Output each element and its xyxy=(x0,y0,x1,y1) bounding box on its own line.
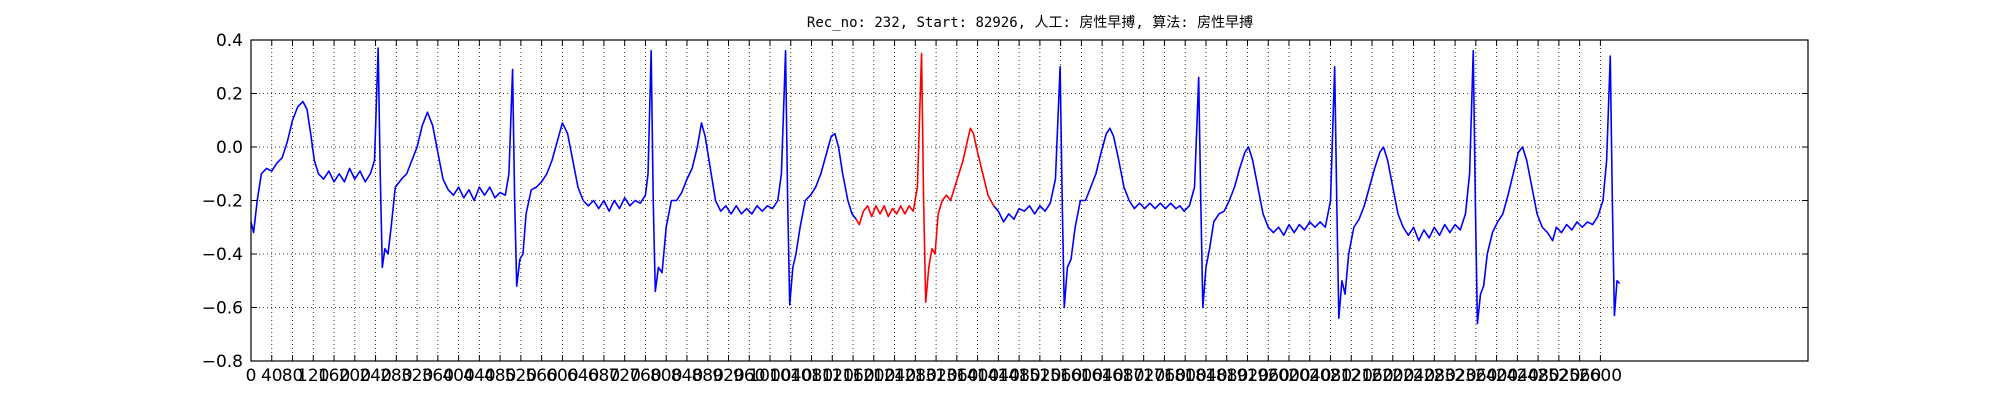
x-tick-label: 40 xyxy=(261,366,283,386)
ecg-line xyxy=(993,49,1621,325)
x-tick-label: 1960 xyxy=(1247,366,1290,386)
plot-frame xyxy=(250,39,1809,362)
x-tick-label: 1520 xyxy=(1018,366,1061,386)
x-tick-label: 440 xyxy=(463,366,495,386)
x-tick-label: 1840 xyxy=(1184,366,1227,386)
x-tick-label: 1320 xyxy=(914,366,957,386)
x-tick-label: 480 xyxy=(484,366,516,386)
x-tick-label: 1240 xyxy=(873,366,916,386)
x-tick-label: 800 xyxy=(650,366,682,386)
y-tick-label: −0.4 xyxy=(202,245,243,265)
x-tick-label: 1440 xyxy=(977,366,1020,386)
x-tick-label: 80 xyxy=(282,366,304,386)
x-tick-label: 2360 xyxy=(1454,366,1497,386)
x-tick-label: 360 xyxy=(422,366,454,386)
ecg-line xyxy=(855,52,995,303)
x-tick-label: 520 xyxy=(505,366,537,386)
x-tick-label: 2200 xyxy=(1371,366,1414,386)
x-tick-label: 760 xyxy=(629,366,661,386)
x-tick-label: 840 xyxy=(671,366,703,386)
x-tick-label: 1920 xyxy=(1226,366,1269,386)
y-tick-label: 0.4 xyxy=(216,31,243,51)
x-tick-label: 680 xyxy=(588,366,620,386)
x-tick-label: 1480 xyxy=(997,366,1040,386)
x-tick-label: 1120 xyxy=(811,366,854,386)
ecg-line xyxy=(250,47,857,306)
x-tick-label: 2160 xyxy=(1350,366,1393,386)
x-tick-label: 1160 xyxy=(831,366,874,386)
x-tick-label: 1080 xyxy=(790,366,833,386)
x-tick-label: 2080 xyxy=(1309,366,1352,386)
x-tick-label: 1800 xyxy=(1164,366,1207,386)
x-tick-label: 2440 xyxy=(1496,366,1539,386)
x-tick-label: 280 xyxy=(380,366,412,386)
y-tick-label: −0.8 xyxy=(202,352,243,372)
x-tick-label: 1200 xyxy=(852,366,895,386)
x-tick-label: 1880 xyxy=(1205,366,1248,386)
x-tick-label: 640 xyxy=(567,366,599,386)
plot-lines xyxy=(250,47,1621,325)
x-tick-label: 1640 xyxy=(1081,366,1124,386)
x-tick-label: 1560 xyxy=(1039,366,1082,386)
x-tick-label: 560 xyxy=(525,366,557,386)
chart-title: Rec_no: 232, Start: 82926, 人工: 房性早搏, 算法:… xyxy=(807,14,1253,31)
y-tick-label: 0.0 xyxy=(216,138,243,158)
x-tick-label: 1000 xyxy=(748,366,791,386)
y-tick-label: 0.2 xyxy=(216,85,243,105)
x-tick-label: 1040 xyxy=(769,366,812,386)
x-tick-label: 2480 xyxy=(1516,366,1559,386)
x-tick-label: 2520 xyxy=(1537,366,1580,386)
x-tick-label: 400 xyxy=(442,366,474,386)
x-tick-label: 2320 xyxy=(1433,366,1476,386)
x-tick-label: 1680 xyxy=(1101,366,1144,386)
x-tick-label: 1720 xyxy=(1122,366,1165,386)
x-tick-label: 2600 xyxy=(1579,366,1622,386)
x-tick-label: 1760 xyxy=(1143,366,1186,386)
x-tick-label: 1400 xyxy=(956,366,999,386)
x-tick-label: 600 xyxy=(546,366,578,386)
x-tick-label: 320 xyxy=(401,366,433,386)
x-tick-label: 200 xyxy=(339,366,371,386)
x-tick-label: 1280 xyxy=(894,366,937,386)
x-tick-label: 2040 xyxy=(1288,366,1331,386)
x-tick-label: 880 xyxy=(691,366,723,386)
x-tick-label: 120 xyxy=(297,366,329,386)
x-tick-label: 1600 xyxy=(1060,366,1103,386)
x-tick-label: 2240 xyxy=(1392,366,1435,386)
y-tick-label: −0.2 xyxy=(202,192,243,212)
x-tick-label: 2280 xyxy=(1413,366,1456,386)
x-tick-label: 2560 xyxy=(1558,366,1601,386)
x-tick-label: 1360 xyxy=(935,366,978,386)
y-tick-label: −0.6 xyxy=(202,299,243,319)
x-tick-label: 0 xyxy=(246,366,257,386)
x-tick-label: 2000 xyxy=(1267,366,1310,386)
x-tick-label: 2400 xyxy=(1475,366,1518,386)
x-tick-label: 960 xyxy=(733,366,765,386)
x-tick-label: 720 xyxy=(608,366,640,386)
x-tick-label: 240 xyxy=(359,366,391,386)
x-tick-label: 160 xyxy=(318,366,350,386)
ticks: −0.8−0.6−0.4−0.20.00.20.40 40 801201602002… xyxy=(202,31,1808,386)
grid xyxy=(250,39,1808,362)
x-tick-label: 920 xyxy=(712,366,744,386)
x-tick-label: 2120 xyxy=(1330,366,1373,386)
